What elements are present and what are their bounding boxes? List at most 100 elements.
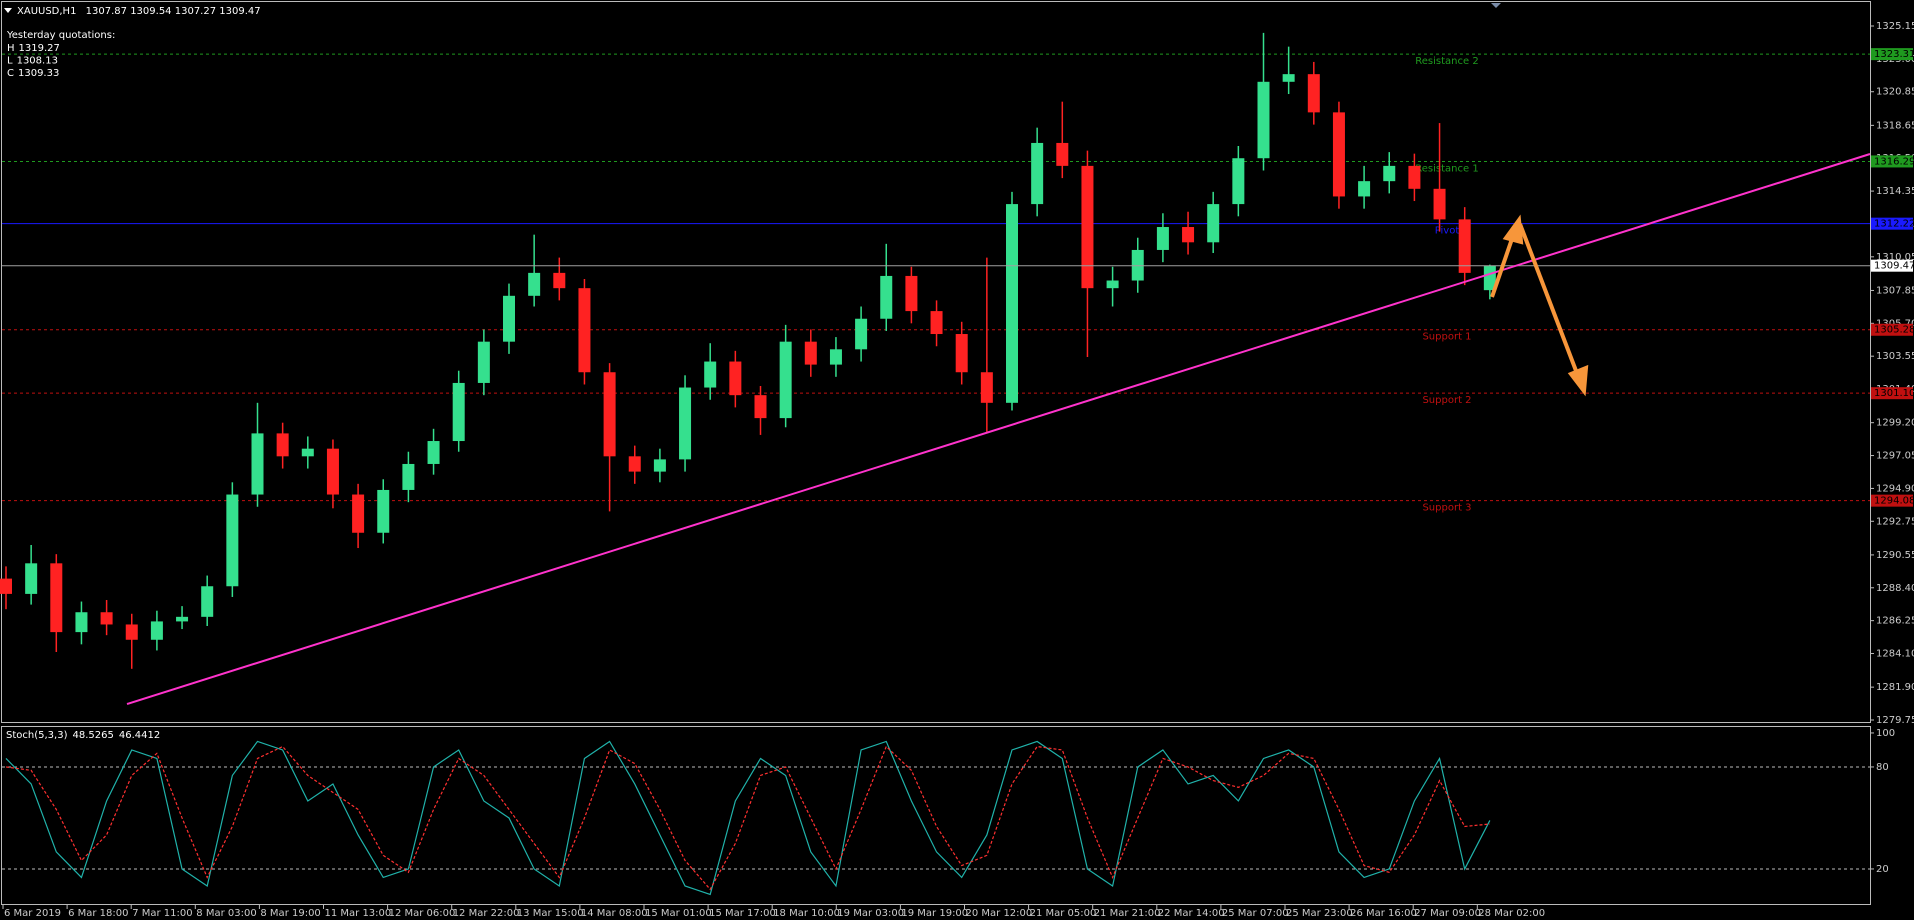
last-high: 1309.54 [130,6,171,17]
x-tick-label: 8 Mar 03:00 [196,908,256,919]
info-row: C 1309.33 [7,68,59,79]
x-tick-label: 15 Mar 17:00 [709,908,776,919]
candle-body [653,459,666,472]
level-tag [1871,217,1913,230]
candle-body [603,372,616,457]
x-tick-label: 25 Mar 07:00 [1222,908,1289,919]
level-tag [1871,387,1913,400]
level-tag-label: 1305.28 [1874,325,1914,336]
candle-body [729,361,742,396]
info-row: H 1319.27 [7,43,60,54]
x-tick-label: 15 Mar 01:00 [645,908,712,919]
candle-body [503,295,515,342]
y-tick-label: 1325.15 [1876,21,1914,32]
y-tick-label: 1294.90 [1876,483,1914,494]
candle-body [1332,112,1345,197]
x-tick-label: 12 Mar 06:00 [389,908,456,919]
candle-body [1282,74,1295,82]
level-name: Pivot [1435,226,1460,237]
y-tick-label: 1284.10 [1876,649,1914,660]
candle-body [679,387,692,460]
level-name: Support 2 [1422,395,1471,406]
candle-body [855,318,868,350]
level-tag [1871,155,1913,168]
x-tick-label: 14 Mar 08:00 [581,908,648,919]
y-tick-label: 1288.40 [1876,583,1914,594]
info-value: 1308.13 [17,56,58,67]
x-tick-label: 27 Mar 09:00 [1414,908,1481,919]
y-tick-label: 1320.85 [1876,87,1914,98]
stoch-value: 46.4412 [119,730,160,741]
candle-body [25,563,38,594]
arrow-down [1518,223,1580,377]
candle-body [201,586,214,617]
info-label: L [7,56,13,67]
y-tick-label: 1292.75 [1876,516,1914,527]
symbol: XAUUSD,H1 [17,6,76,17]
x-tick-label: 7 Mar 11:00 [132,908,192,919]
candle-body [251,433,264,495]
menu-arrow[interactable] [4,8,12,13]
info-value: 1319.27 [19,43,60,54]
level-tag [1871,323,1913,336]
candle-body [50,563,63,633]
indicator-panel [1,726,1871,905]
candle-body [1358,181,1371,197]
x-tick-label: 19 Mar 03:00 [837,908,904,919]
level-tag-label: 1316.29 [1874,156,1914,167]
x-tick-label: 13 Mar 15:00 [517,908,584,919]
info-value: 1309.33 [18,68,59,79]
candle-body [930,311,943,335]
candle-body [553,272,566,289]
y-tick-label: 1297.05 [1876,451,1914,462]
candle-body [1307,74,1320,113]
candle-body [452,382,465,442]
candle-body [804,341,817,365]
candle-body [427,441,440,464]
x-tick-label: 6 Mar 2019 [4,908,61,919]
candle-body [1156,227,1169,250]
level-tag-label: 1294.08 [1874,496,1914,507]
x-tick-label: 21 Mar 05:00 [1030,908,1097,919]
candle-body [176,616,189,622]
level-tag-label: 1312.22 [1874,219,1914,230]
stochastic-plot: 100 80 20 Stoch(5,3,3) 48.5265 46.4412 [2,728,1895,896]
y-tick-label: 100 [1876,728,1895,739]
y-tick-label: 1299.20 [1876,418,1914,429]
candle-body [377,489,390,533]
level-tag-label: 1323.31 [1874,49,1914,60]
x-tick-label: 18 Mar 10:00 [773,908,840,919]
level-name: Support 3 [1422,503,1471,514]
candle-body [955,334,968,373]
y-tick-label: 1286.25 [1876,616,1914,627]
stoch-header: Stoch(5,3,3) 48.5265 46.4412 [6,730,160,741]
candle-body [628,456,641,472]
candle-body [1433,188,1446,220]
x-tick-label: 28 Mar 02:00 [1478,908,1545,919]
y-tick-label: 1318.65 [1876,120,1914,131]
candle-body [779,341,792,419]
candle-body [301,448,314,457]
candle-body [829,349,842,365]
x-tick-label: 20 Mar 12:00 [966,908,1033,919]
x-tick-label: 22 Mar 14:00 [1158,908,1225,919]
stoch-line [5,740,1491,896]
stoch-title: Stoch(5,3,3) [6,730,68,741]
candle-body [578,288,591,373]
y-tick-label: 20 [1876,864,1889,875]
y-tick-label: 1303.55 [1876,351,1914,362]
y-tick-label: 1279.75 [1876,715,1914,726]
last-open: 1307.87 [86,6,127,17]
candle-body [1257,81,1270,159]
candle-body [352,494,365,533]
y-tick-label: 1281.90 [1876,682,1914,693]
x-tick-label: 26 Mar 16:00 [1350,908,1417,919]
candle-body [75,612,88,633]
candle-body [326,448,339,495]
trendline [126,153,1871,705]
forecast-arrows [1490,214,1589,397]
candle-body [1056,142,1069,166]
candle-body [1232,158,1245,205]
